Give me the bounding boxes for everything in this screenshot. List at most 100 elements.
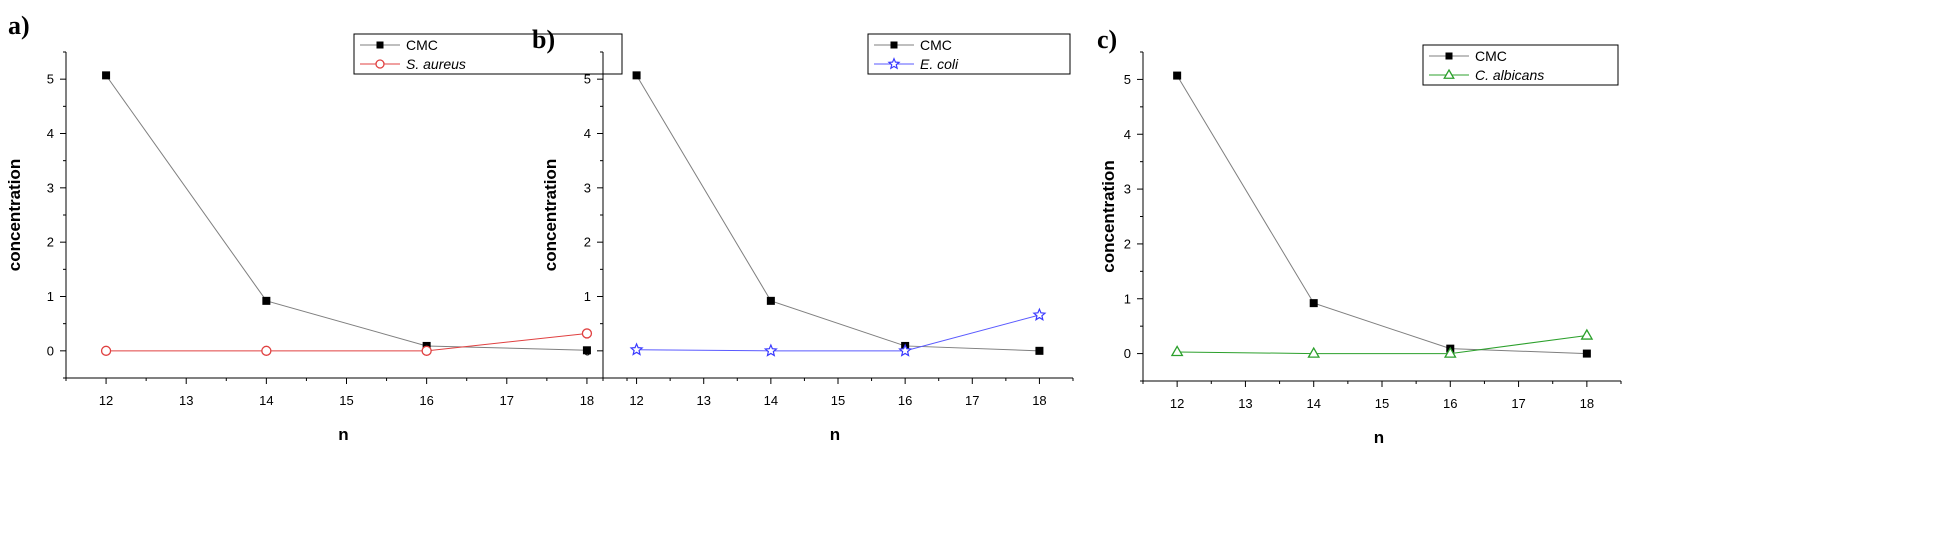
data-point	[100, 345, 112, 356]
data-point	[629, 342, 644, 356]
data-point	[262, 296, 271, 305]
panel-label: a)	[8, 11, 30, 40]
series-1	[632, 71, 1044, 355]
x-axis-title: n	[338, 425, 348, 444]
legend: CMC C. albicans	[1422, 44, 1619, 86]
y-tick-label: 2	[1124, 236, 1131, 251]
data-point	[1307, 346, 1321, 358]
x-tick-label: 16	[419, 393, 433, 408]
data-point	[1443, 346, 1457, 358]
legend-entry: C. albicans	[1475, 67, 1544, 83]
series-line	[1176, 75, 1587, 355]
y-tick-label: 1	[1124, 291, 1131, 306]
y-tick-label: 3	[1124, 182, 1131, 197]
x-axis-title: n	[1374, 428, 1384, 447]
x-tick-label: 13	[179, 393, 193, 408]
data-point	[261, 345, 272, 356]
legend-swatch-marker	[1443, 68, 1455, 79]
legend-entry: E. coli	[920, 56, 959, 72]
y-axis-title: concentration	[541, 159, 560, 271]
x-tick-label: 15	[1375, 396, 1389, 411]
y-tick-label: 3	[584, 180, 591, 195]
y-axis-title: concentration	[1099, 160, 1118, 272]
data-point	[1035, 346, 1044, 355]
legend-swatch-marker	[887, 57, 901, 70]
y-tick-label: 3	[47, 180, 54, 195]
legend-box	[867, 33, 1071, 75]
legend-swatch-marker	[375, 59, 385, 69]
y-axis-title: concentration	[5, 159, 24, 271]
series-2	[1170, 328, 1594, 358]
x-tick-label: 14	[1306, 396, 1320, 411]
x-tick-label: 18	[580, 393, 594, 408]
legend-swatch-marker	[890, 41, 898, 49]
series-2	[629, 307, 1047, 357]
x-tick-label: 18	[1032, 393, 1046, 408]
x-tick-label: 12	[1170, 396, 1184, 411]
legend: CMC S. aureus	[353, 33, 623, 75]
y-tick-label: 4	[584, 126, 591, 141]
y-tick-label: 0	[584, 343, 591, 358]
data-point	[1173, 71, 1182, 80]
y-tick-label: 2	[584, 235, 591, 250]
y-tick-label: 5	[584, 72, 591, 87]
x-tick-label: 15	[339, 393, 353, 408]
y-tick-label: 0	[47, 343, 54, 358]
legend-entry: S. aureus	[406, 56, 466, 72]
x-axis-title: n	[830, 425, 840, 444]
legend-entry: CMC	[406, 37, 438, 53]
data-point	[1032, 307, 1047, 321]
legend-box	[1422, 44, 1619, 86]
series-2	[100, 328, 593, 356]
data-point	[1582, 349, 1591, 358]
y-tick-label: 1	[47, 289, 54, 304]
data-point	[1580, 328, 1594, 340]
legend: CMC E. coli	[867, 33, 1071, 75]
y-tick-label: 1	[584, 289, 591, 304]
y-tick-label: 2	[47, 235, 54, 250]
data-point	[766, 296, 775, 305]
data-point	[1309, 299, 1318, 308]
y-tick-label: 4	[47, 126, 54, 141]
series-line	[1177, 334, 1587, 355]
legend-swatch-marker	[1445, 52, 1453, 60]
data-point	[1170, 345, 1184, 357]
x-tick-label: 12	[99, 393, 113, 408]
x-tick-label: 14	[764, 393, 778, 408]
x-tick-label: 15	[831, 393, 845, 408]
x-tick-label: 18	[1580, 396, 1594, 411]
data-point	[581, 328, 593, 339]
legend-entry: CMC	[920, 37, 952, 53]
x-tick-label: 13	[696, 393, 710, 408]
series-line	[636, 314, 1040, 352]
legend-swatch-marker	[376, 41, 384, 49]
x-tick-label: 14	[259, 393, 273, 408]
series-line	[636, 75, 1040, 352]
x-tick-label: 17	[1511, 396, 1525, 411]
panel-label: c)	[1097, 25, 1117, 54]
x-tick-label: 17	[965, 393, 979, 408]
data-point	[102, 71, 111, 80]
y-tick-label: 0	[1124, 346, 1131, 361]
x-tick-label: 16	[898, 393, 912, 408]
data-point	[763, 343, 778, 357]
y-tick-label: 4	[1124, 127, 1131, 142]
series-1	[1173, 71, 1591, 358]
y-tick-label: 5	[1124, 72, 1131, 87]
x-tick-label: 12	[629, 393, 643, 408]
y-tick-label: 5	[47, 72, 54, 87]
x-tick-label: 13	[1238, 396, 1252, 411]
x-tick-label: 17	[500, 393, 514, 408]
legend-box	[353, 33, 623, 75]
x-tick-label: 16	[1443, 396, 1457, 411]
series-line	[105, 75, 587, 351]
data-point	[421, 345, 432, 356]
data-point	[898, 343, 913, 357]
data-point	[582, 346, 591, 355]
panel-label: b)	[532, 25, 555, 54]
legend-entry: CMC	[1475, 48, 1507, 64]
